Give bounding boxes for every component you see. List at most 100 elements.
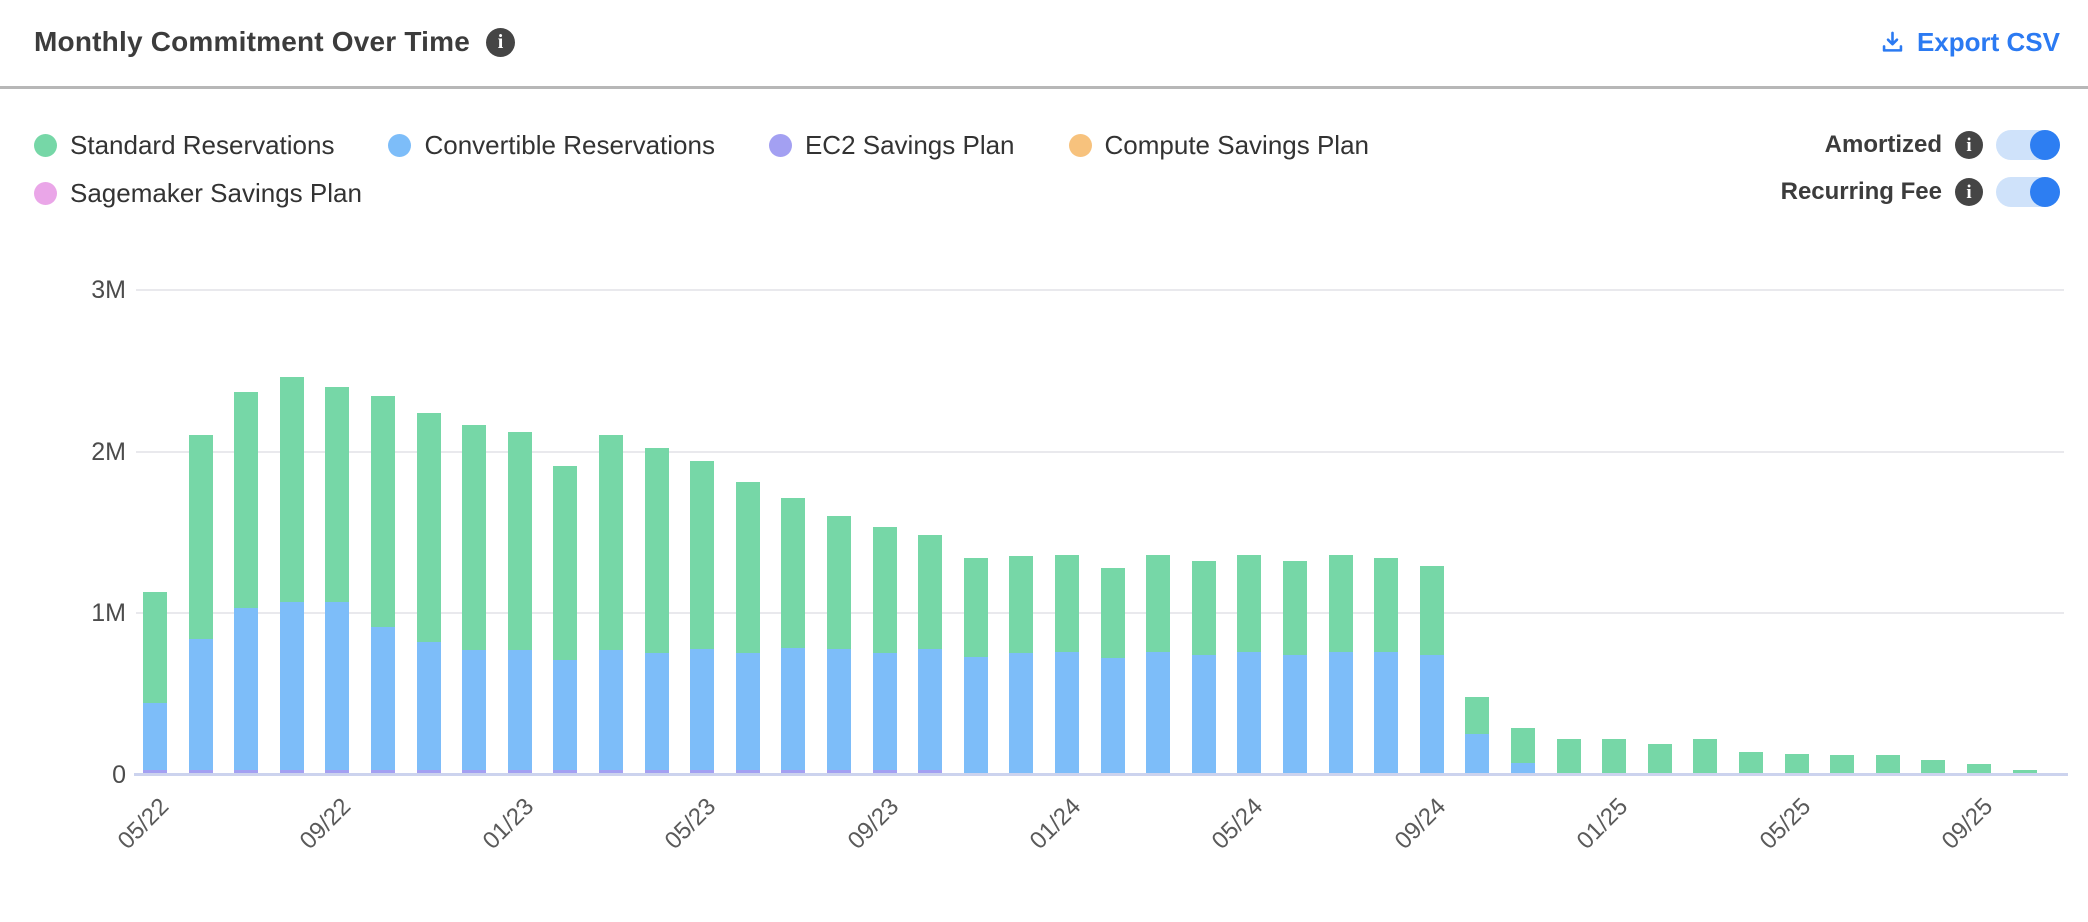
bar-segment-standard-reservations[interactable]	[553, 465, 578, 660]
bar-09/24[interactable]	[1419, 566, 1444, 773]
bar-segment-convertible-reservations[interactable]	[827, 648, 851, 770]
bar-segment-convertible-reservations[interactable]	[507, 650, 532, 770]
bar-segment-standard-reservations[interactable]	[1556, 739, 1581, 773]
bar-09/22[interactable]	[325, 386, 350, 773]
bar-segment-convertible-reservations[interactable]	[1237, 651, 1262, 774]
legend-item-compute-savings-plan[interactable]: Compute Savings Plan	[1068, 130, 1369, 160]
bar-segment-standard-reservations[interactable]	[1511, 727, 1535, 764]
bar-segment-convertible-reservations[interactable]	[1511, 763, 1535, 773]
bar-segment-standard-reservations[interactable]	[1875, 755, 1900, 773]
bar-segment-standard-reservations[interactable]	[599, 435, 623, 651]
bar-segment-ec2-savings-plan[interactable]	[325, 769, 350, 773]
bar-segment-standard-reservations[interactable]	[1784, 753, 1809, 773]
bar-segment-standard-reservations[interactable]	[872, 527, 897, 654]
bar-segment-standard-reservations[interactable]	[1055, 554, 1079, 652]
bar-segment-convertible-reservations[interactable]	[690, 648, 715, 770]
bar-segment-ec2-savings-plan[interactable]	[371, 769, 395, 773]
bar-segment-ec2-savings-plan[interactable]	[690, 769, 715, 773]
bar-segment-standard-reservations[interactable]	[1419, 566, 1444, 655]
recurring-fee-info-icon[interactable]: i	[1955, 178, 1983, 206]
bar-segment-standard-reservations[interactable]	[188, 435, 213, 639]
bar-segment-standard-reservations[interactable]	[918, 535, 943, 649]
bar-01/23[interactable]	[507, 431, 532, 773]
bar-segment-ec2-savings-plan[interactable]	[872, 769, 897, 773]
bar-segment-standard-reservations[interactable]	[690, 461, 715, 649]
bar-05/23[interactable]	[690, 461, 715, 773]
bar-07/24[interactable]	[1328, 554, 1353, 774]
bar-04/24[interactable]	[1191, 561, 1216, 773]
bar-segment-standard-reservations[interactable]	[1283, 561, 1307, 655]
bar-segment-convertible-reservations[interactable]	[963, 656, 988, 773]
recurring-fee-toggle[interactable]	[1996, 177, 2060, 207]
bar-12/24[interactable]	[1556, 739, 1581, 773]
bar-segment-convertible-reservations[interactable]	[1283, 654, 1307, 773]
bar-segment-ec2-savings-plan[interactable]	[599, 769, 623, 773]
bar-07/23[interactable]	[781, 498, 806, 773]
bar-segment-standard-reservations[interactable]	[1647, 743, 1672, 773]
bar-10/23[interactable]	[918, 535, 943, 774]
bar-04/23[interactable]	[644, 448, 669, 773]
bar-segment-standard-reservations[interactable]	[1374, 558, 1399, 652]
bar-03/24[interactable]	[1146, 554, 1171, 774]
bar-segment-convertible-reservations[interactable]	[644, 653, 669, 770]
bar-segment-standard-reservations[interactable]	[234, 391, 259, 609]
bar-segment-standard-reservations[interactable]	[279, 376, 304, 602]
bar-06/23[interactable]	[735, 482, 760, 773]
bar-segment-standard-reservations[interactable]	[1191, 561, 1216, 655]
bar-03/25[interactable]	[1693, 739, 1718, 773]
bar-segment-convertible-reservations[interactable]	[1055, 651, 1079, 774]
legend-item-ec2-savings-plan[interactable]: EC2 Savings Plan	[768, 130, 1015, 160]
bar-segment-ec2-savings-plan[interactable]	[462, 769, 487, 773]
bar-segment-convertible-reservations[interactable]	[1100, 658, 1125, 773]
legend-item-convertible-reservations[interactable]: Convertible Reservations	[388, 130, 715, 160]
bar-segment-convertible-reservations[interactable]	[188, 638, 213, 770]
bar-segment-ec2-savings-plan[interactable]	[507, 769, 532, 773]
bar-segment-standard-reservations[interactable]	[1465, 697, 1490, 735]
bar-segment-ec2-savings-plan[interactable]	[644, 769, 669, 773]
bar-08/24[interactable]	[1374, 558, 1399, 774]
bar-segment-convertible-reservations[interactable]	[416, 642, 441, 770]
bar-09/23[interactable]	[872, 527, 897, 773]
bar-segment-standard-reservations[interactable]	[1237, 554, 1262, 652]
bar-10/24[interactable]	[1465, 697, 1490, 773]
bar-06/22[interactable]	[188, 435, 213, 773]
bar-02/24[interactable]	[1100, 567, 1125, 773]
bar-12/22[interactable]	[462, 425, 487, 773]
bar-segment-ec2-savings-plan[interactable]	[918, 769, 943, 774]
bar-segment-convertible-reservations[interactable]	[279, 601, 304, 770]
bar-segment-convertible-reservations[interactable]	[918, 648, 943, 770]
bar-segment-convertible-reservations[interactable]	[553, 659, 578, 770]
bar-segment-standard-reservations[interactable]	[781, 498, 806, 649]
bar-05/22[interactable]	[143, 591, 167, 773]
bar-segment-standard-reservations[interactable]	[2012, 769, 2037, 773]
bar-01/24[interactable]	[1055, 554, 1079, 774]
bar-segment-ec2-savings-plan[interactable]	[827, 769, 851, 774]
amortized-toggle[interactable]	[1996, 130, 2060, 160]
bar-segment-ec2-savings-plan[interactable]	[416, 769, 441, 773]
bar-segment-ec2-savings-plan[interactable]	[188, 769, 213, 773]
bar-segment-standard-reservations[interactable]	[1830, 755, 1855, 773]
bar-segment-convertible-reservations[interactable]	[371, 627, 395, 770]
bar-10/25[interactable]	[2012, 769, 2037, 773]
bar-05/25[interactable]	[1784, 753, 1809, 773]
bar-segment-convertible-reservations[interactable]	[735, 653, 760, 770]
bar-segment-standard-reservations[interactable]	[1921, 760, 1946, 773]
bar-02/25[interactable]	[1647, 743, 1672, 773]
bar-12/23[interactable]	[1009, 556, 1034, 773]
bar-segment-ec2-savings-plan[interactable]	[143, 769, 167, 773]
bar-segment-standard-reservations[interactable]	[644, 448, 669, 654]
bar-05/24[interactable]	[1237, 554, 1262, 774]
bar-segment-standard-reservations[interactable]	[1602, 739, 1627, 773]
bar-segment-standard-reservations[interactable]	[325, 386, 350, 602]
bar-01/25[interactable]	[1602, 739, 1627, 773]
bar-02/23[interactable]	[553, 465, 578, 773]
bar-09/25[interactable]	[1967, 764, 1991, 773]
bar-segment-standard-reservations[interactable]	[1100, 567, 1125, 659]
bar-segment-convertible-reservations[interactable]	[1146, 651, 1171, 774]
bar-segment-ec2-savings-plan[interactable]	[781, 769, 806, 773]
bar-segment-standard-reservations[interactable]	[462, 425, 487, 651]
bar-segment-convertible-reservations[interactable]	[872, 653, 897, 770]
bar-04/25[interactable]	[1739, 752, 1763, 773]
bar-11/23[interactable]	[963, 558, 988, 773]
legend-item-sagemaker-savings-plan[interactable]: Sagemaker Savings Plan	[34, 178, 362, 208]
